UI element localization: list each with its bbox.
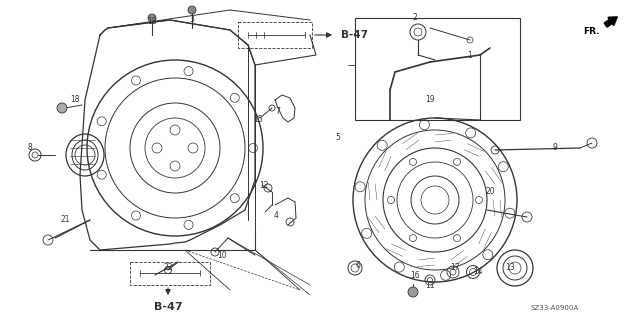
Bar bbox=[238, 22, 312, 48]
Text: FR.: FR. bbox=[584, 27, 600, 36]
Circle shape bbox=[408, 287, 418, 297]
Circle shape bbox=[188, 6, 196, 14]
Text: 21: 21 bbox=[60, 216, 70, 225]
Text: 22: 22 bbox=[163, 263, 173, 272]
Text: 6: 6 bbox=[356, 261, 360, 270]
Bar bbox=[355, 18, 520, 120]
Text: 3: 3 bbox=[189, 16, 195, 25]
Text: 1: 1 bbox=[468, 50, 472, 60]
Text: 15: 15 bbox=[253, 115, 263, 124]
Circle shape bbox=[148, 14, 156, 22]
Text: 14: 14 bbox=[473, 268, 483, 277]
Text: 20: 20 bbox=[485, 188, 495, 197]
Text: 19: 19 bbox=[425, 95, 435, 105]
Text: 12: 12 bbox=[259, 181, 269, 189]
Text: 11: 11 bbox=[425, 280, 435, 290]
FancyArrow shape bbox=[604, 17, 618, 27]
Text: 18: 18 bbox=[147, 18, 157, 26]
Text: 2: 2 bbox=[413, 13, 417, 23]
Text: 4: 4 bbox=[273, 211, 278, 219]
Text: 16: 16 bbox=[410, 271, 420, 279]
Text: SZ33-A0900A: SZ33-A0900A bbox=[531, 305, 579, 311]
Text: 5: 5 bbox=[335, 133, 340, 143]
Text: 9: 9 bbox=[552, 144, 557, 152]
Text: 8: 8 bbox=[28, 144, 33, 152]
Circle shape bbox=[57, 103, 67, 113]
Text: B-47: B-47 bbox=[342, 30, 369, 40]
Text: 7: 7 bbox=[276, 108, 280, 116]
Text: 10: 10 bbox=[217, 250, 227, 259]
Bar bbox=[130, 262, 210, 285]
Text: B-47: B-47 bbox=[154, 302, 182, 312]
Text: 17: 17 bbox=[450, 263, 460, 272]
Text: 18: 18 bbox=[70, 95, 80, 105]
Text: 13: 13 bbox=[505, 263, 515, 272]
